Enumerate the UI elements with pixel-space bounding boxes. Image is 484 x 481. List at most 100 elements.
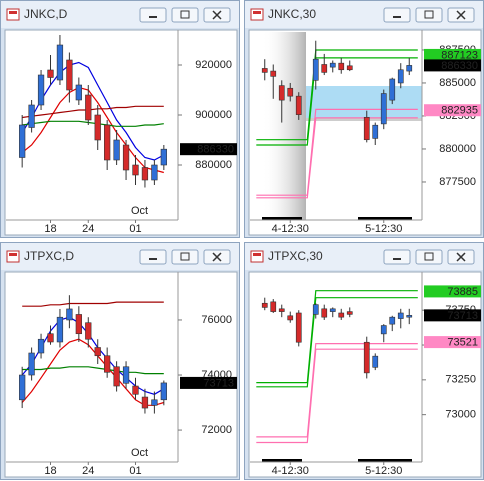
minimize-button[interactable] bbox=[139, 249, 167, 265]
indicator-line bbox=[22, 105, 164, 119]
candle-body bbox=[66, 59, 73, 91]
price-tag-label: 882935 bbox=[441, 105, 478, 117]
window-icon-mark bbox=[9, 11, 17, 14]
title-bar bbox=[245, 243, 483, 270]
window-icon-mark bbox=[253, 253, 261, 256]
candle-body bbox=[75, 314, 82, 335]
title-bar bbox=[1, 1, 239, 28]
button-glyph bbox=[149, 258, 157, 260]
x-tick-label: 4-12:30 bbox=[272, 223, 309, 235]
candle-body bbox=[380, 93, 387, 125]
candle-body bbox=[113, 139, 120, 161]
month-label: Oct bbox=[131, 205, 148, 217]
price-tag bbox=[424, 285, 481, 298]
price-tag bbox=[424, 104, 481, 117]
session-bar bbox=[358, 459, 412, 462]
candle-body bbox=[85, 322, 92, 340]
candle-body bbox=[160, 148, 167, 166]
candle-body bbox=[104, 355, 111, 373]
candle-body bbox=[312, 58, 319, 81]
candle-body bbox=[278, 85, 285, 101]
window-title: JNKC,D bbox=[24, 7, 68, 21]
candle-body bbox=[261, 302, 268, 308]
price-tag bbox=[424, 309, 481, 322]
candle-body bbox=[56, 44, 64, 81]
restore-button[interactable] bbox=[415, 249, 443, 265]
session-bar bbox=[358, 217, 412, 220]
price-tag-label: 73521 bbox=[447, 337, 478, 349]
price-tag-label: 887123 bbox=[441, 49, 478, 61]
y-tick-label: 880000 bbox=[439, 143, 476, 155]
y-tick-label: 72000 bbox=[201, 424, 232, 436]
minimize-button[interactable] bbox=[383, 7, 411, 23]
indicator-line bbox=[22, 120, 164, 127]
candle-body bbox=[151, 399, 158, 406]
candle-body bbox=[104, 124, 111, 161]
session-bar bbox=[262, 459, 302, 462]
minimize-button[interactable] bbox=[383, 249, 411, 265]
candle-body bbox=[19, 374, 26, 401]
button-glyph bbox=[212, 252, 222, 262]
indicator-line bbox=[256, 108, 418, 196]
price-tag bbox=[424, 336, 481, 349]
candle-body bbox=[406, 315, 413, 318]
indicator-line bbox=[21, 86, 164, 174]
candle-body bbox=[312, 304, 319, 315]
candle-body bbox=[295, 312, 302, 343]
x-tick-label: 18 bbox=[44, 223, 56, 235]
candle-body bbox=[406, 65, 413, 72]
button-glyph bbox=[424, 10, 434, 19]
indicator-line bbox=[256, 343, 418, 438]
window-title: JTPXC,30 bbox=[268, 249, 323, 263]
price-tag bbox=[424, 48, 481, 61]
restore-button[interactable] bbox=[171, 249, 199, 265]
minimize-button[interactable] bbox=[139, 7, 167, 23]
indicator-line bbox=[256, 117, 418, 199]
candle-body bbox=[56, 316, 64, 343]
candle-body bbox=[85, 94, 92, 121]
candle-body bbox=[94, 114, 101, 141]
button-glyph bbox=[393, 16, 401, 18]
candle-body bbox=[19, 124, 26, 158]
y-tick-label: 73250 bbox=[445, 374, 476, 386]
candle-body bbox=[380, 325, 387, 335]
month-label: Oct bbox=[131, 447, 148, 459]
candle-body bbox=[47, 333, 54, 343]
restore-button[interactable] bbox=[415, 7, 443, 23]
indicator-line bbox=[256, 297, 418, 388]
title-bar bbox=[1, 243, 239, 270]
y-tick-label: 73000 bbox=[445, 409, 476, 421]
x-tick-label: 18 bbox=[44, 465, 56, 477]
candle-body bbox=[270, 70, 277, 77]
indicator-line bbox=[256, 290, 418, 384]
candle-body bbox=[397, 69, 404, 84]
window-icon bbox=[6, 8, 20, 21]
price-tag bbox=[424, 59, 481, 72]
candle-body bbox=[287, 315, 294, 321]
candle-body bbox=[363, 341, 370, 374]
chart-content: 920000900000880000182401Oct8863308875008… bbox=[6, 30, 481, 477]
candle-body bbox=[47, 69, 54, 78]
window-title: JTPXC,D bbox=[24, 249, 74, 263]
candle-body bbox=[122, 366, 130, 384]
x-tick-label: 24 bbox=[82, 465, 94, 477]
x-tick-label: 5-12:30 bbox=[365, 465, 402, 477]
x-tick-label: 01 bbox=[129, 465, 141, 477]
price-tag bbox=[180, 143, 237, 156]
y-tick-label: 877500 bbox=[439, 176, 476, 188]
x-tick-label: 5-12:30 bbox=[365, 223, 402, 235]
indicator-line bbox=[21, 316, 165, 395]
restore-button[interactable] bbox=[171, 7, 199, 23]
y-tick-label: 900000 bbox=[195, 109, 232, 121]
candle-body bbox=[338, 312, 345, 318]
window-icon bbox=[250, 8, 264, 21]
candle-body bbox=[141, 167, 149, 181]
candle-body bbox=[278, 308, 285, 312]
candle-body bbox=[329, 62, 336, 68]
candle-body bbox=[329, 308, 336, 312]
indicator-line bbox=[256, 57, 418, 146]
candle-body bbox=[338, 62, 345, 71]
